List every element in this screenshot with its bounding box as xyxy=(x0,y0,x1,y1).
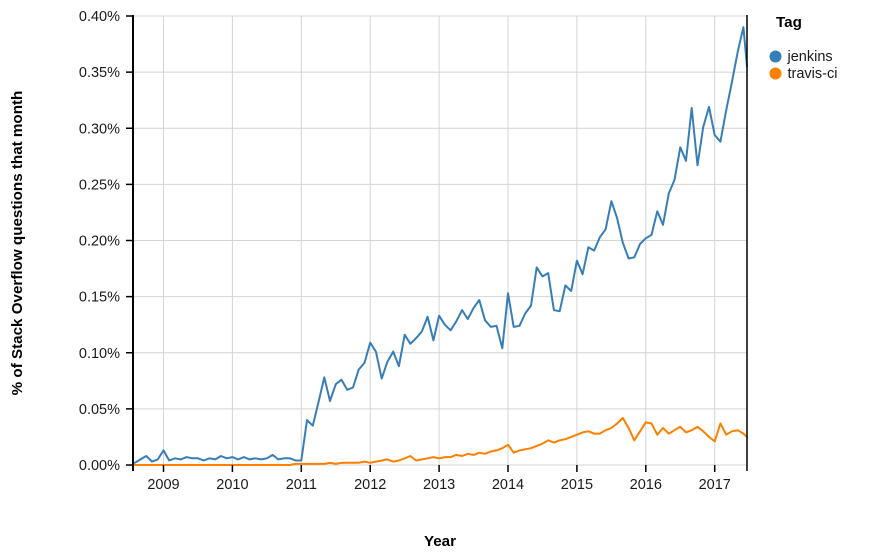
y-tick-label: 0.35% xyxy=(79,65,120,81)
series-lines xyxy=(133,26,748,466)
x-tick-label: 2009 xyxy=(147,477,179,493)
y-tick-label: 0.20% xyxy=(79,234,120,250)
x-tick-label: 2011 xyxy=(286,477,317,493)
legend-dot-jenkins xyxy=(769,50,782,63)
gridlines xyxy=(133,15,747,466)
series-line-travis-ci xyxy=(133,416,748,466)
y-tick-label: 0.15% xyxy=(79,290,120,306)
x-tick-label: 2014 xyxy=(492,477,524,493)
legend-title: Tag xyxy=(776,14,802,31)
legend-label-travis-ci: travis-ci xyxy=(788,66,838,82)
x-tick-label: 2012 xyxy=(354,477,386,493)
y-tick-label: 0.10% xyxy=(79,346,120,362)
y-tick-label: 0.30% xyxy=(79,121,120,137)
x-tick-label: 2013 xyxy=(423,477,455,493)
axes xyxy=(126,15,748,472)
y-tick-label: 0.25% xyxy=(79,177,120,193)
series-line-jenkins xyxy=(133,26,748,464)
legend: Tag jenkins travis-ci xyxy=(769,14,838,82)
tick-labels: 0.00% 0.05% 0.10% 0.15% 0.20% 0.25% 0.30% 0.35%… xyxy=(79,9,731,493)
x-tick-label: 2015 xyxy=(561,477,593,493)
y-axis-title: % of Stack Overflow questions that month xyxy=(9,91,26,396)
y-tick-label: 0.00% xyxy=(79,458,120,474)
x-tick-label: 2010 xyxy=(216,477,248,493)
legend-dot-travis-ci xyxy=(769,67,782,80)
legend-label-jenkins: jenkins xyxy=(787,49,833,65)
x-tick-label: 2016 xyxy=(630,477,662,493)
y-tick-label: 0.40% xyxy=(79,9,120,25)
x-tick-label: 2017 xyxy=(699,477,731,493)
y-tick-label: 0.05% xyxy=(79,402,120,418)
x-axis-title: Year xyxy=(424,533,456,550)
